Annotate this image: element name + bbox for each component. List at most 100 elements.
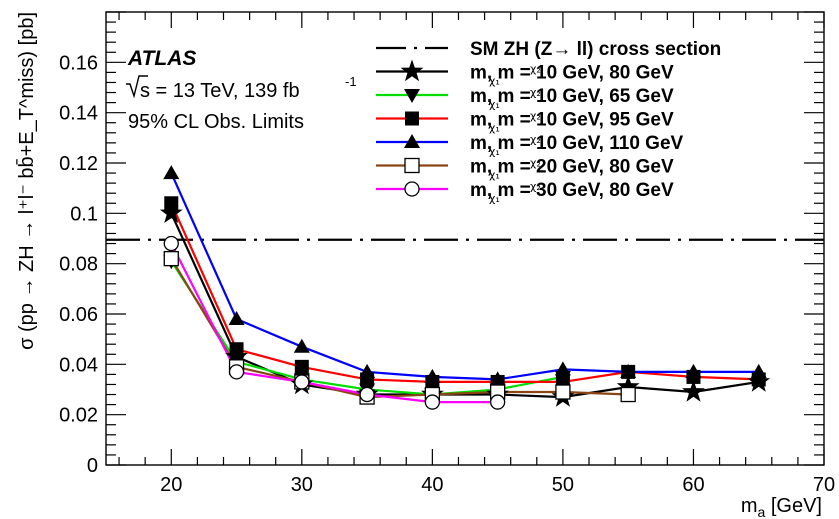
data-point — [424, 394, 441, 410]
data-point — [163, 165, 180, 180]
legend-label: m, m = 10 GeV, 80 GeV — [470, 63, 674, 84]
legend-label: m, m = 10 GeV, 95 GeV — [470, 110, 674, 131]
chi-subscript-icon: χ₂ — [530, 63, 541, 76]
legend-label: SM ZH (Z→ ll) cross section — [470, 39, 721, 60]
legend-marker — [404, 89, 420, 103]
data-point — [159, 201, 183, 223]
data-point — [294, 359, 309, 374]
x-axis-title-sub: a — [758, 504, 766, 519]
data-point — [163, 235, 179, 252]
legend-marker — [404, 157, 420, 174]
x-tick-label: 70 — [813, 474, 835, 496]
y-tick-label: 0 — [87, 455, 98, 477]
data-point — [620, 363, 637, 378]
series-markers-2 — [164, 196, 766, 389]
chi-subscript-icon: χ₁ — [489, 145, 500, 158]
series-5 — [170, 243, 498, 404]
chi-subscript-icon: χ₂ — [530, 157, 541, 170]
sqrt-icon — [126, 75, 148, 99]
series-layer — [159, 165, 771, 410]
data-point — [750, 363, 767, 378]
y-tick-label: 0.04 — [59, 354, 98, 376]
chi-subscript-icon: χ₂ — [530, 180, 541, 193]
legend-label: m, m = 20 GeV, 80 GeV — [470, 157, 674, 178]
x-tick-label: 20 — [160, 474, 182, 496]
data-point — [685, 363, 702, 378]
data-point — [164, 196, 179, 211]
x-tick-label: 60 — [682, 474, 704, 496]
info-block: ATLAS s = 13 TeV, 139 fb -1 95% CL Obs. … — [126, 47, 357, 133]
y-tick-label: 0.16 — [59, 52, 98, 74]
energy-label-group: s = 13 TeV, 139 fb -1 — [126, 74, 357, 102]
y-axis-title: σ (pp → ZH → l⁺l⁻ bb̄+E_T^miss) [pb] — [15, 12, 38, 350]
data-point — [554, 361, 571, 376]
series-line — [170, 202, 759, 383]
chi-subscript-icon: χ₁ — [489, 122, 500, 135]
data-point — [489, 394, 506, 410]
y-tick-label: 0.12 — [59, 153, 98, 175]
energy-label: s = 13 TeV, 139 fb — [140, 80, 300, 102]
chi-subscript-icon: χ₁ — [489, 75, 500, 88]
x-axis-title-symbol: m — [741, 495, 758, 517]
legend-label: m, m = 30 GeV, 80 GeV — [470, 180, 674, 201]
lumi-exponent: -1 — [345, 74, 357, 89]
series-markers-3 — [163, 165, 767, 386]
legend-label: m, m = 10 GeV, 65 GeV — [470, 86, 674, 107]
series-line — [170, 243, 498, 404]
x-tick-label: 50 — [552, 474, 574, 496]
data-point — [228, 311, 245, 326]
chi-subscript-icon: χ₂ — [530, 86, 541, 99]
x-tick-label: 40 — [421, 474, 443, 496]
legend-marker — [400, 59, 424, 82]
y-tick-label: 0.08 — [59, 254, 98, 276]
data-point — [616, 375, 640, 397]
series-line — [170, 258, 629, 399]
legend-entry: SM ZH (Z→ ll) cross section — [376, 39, 721, 60]
series-line — [170, 212, 759, 399]
data-point — [620, 386, 636, 403]
series-0 — [170, 212, 759, 399]
series-3 — [170, 172, 759, 381]
series-2 — [170, 202, 759, 383]
y-tick-label: 0.14 — [59, 103, 98, 125]
legend-marker — [404, 134, 420, 148]
axes: 20 30 40 50 60 70 0 0.02 0.04 0.06 0.08 0.1 0.12 0.14… — [15, 11, 835, 519]
limit-label: 95% CL Obs. Limits — [128, 111, 304, 133]
chi-subscript-icon: χ₁ — [489, 192, 500, 205]
experiment-label: ATLAS — [127, 47, 196, 70]
data-point — [489, 371, 506, 386]
chi-subscript-icon: χ₁ — [489, 98, 500, 111]
data-point — [294, 374, 310, 390]
data-point — [424, 368, 441, 383]
data-point — [359, 386, 375, 403]
y-tick-label: 0.06 — [59, 304, 98, 326]
y-tick-label: 0.1 — [70, 203, 98, 225]
chi-subscript-icon: χ₂ — [530, 133, 541, 146]
x-axis-title-unit: [GeV] — [765, 495, 822, 517]
legend-marker — [405, 111, 419, 126]
series-4 — [170, 258, 629, 399]
legend-label: m, m = 10 GeV, 110 GeV — [470, 133, 684, 154]
data-point — [555, 384, 571, 400]
series-line — [170, 172, 759, 381]
data-point — [163, 250, 179, 267]
y-tick-label: 0.02 — [59, 405, 98, 427]
data-point — [682, 380, 705, 402]
legend-marker — [404, 181, 420, 197]
data-point — [293, 338, 310, 353]
data-point — [228, 364, 245, 380]
chi-subscript-icon: χ₁ — [489, 169, 500, 182]
x-axis-title: ma [GeV] — [741, 495, 822, 519]
chi-subscript-icon: χ₂ — [530, 110, 541, 123]
data-point — [359, 363, 376, 378]
data-point — [229, 342, 244, 357]
series-markers-5 — [163, 235, 506, 410]
